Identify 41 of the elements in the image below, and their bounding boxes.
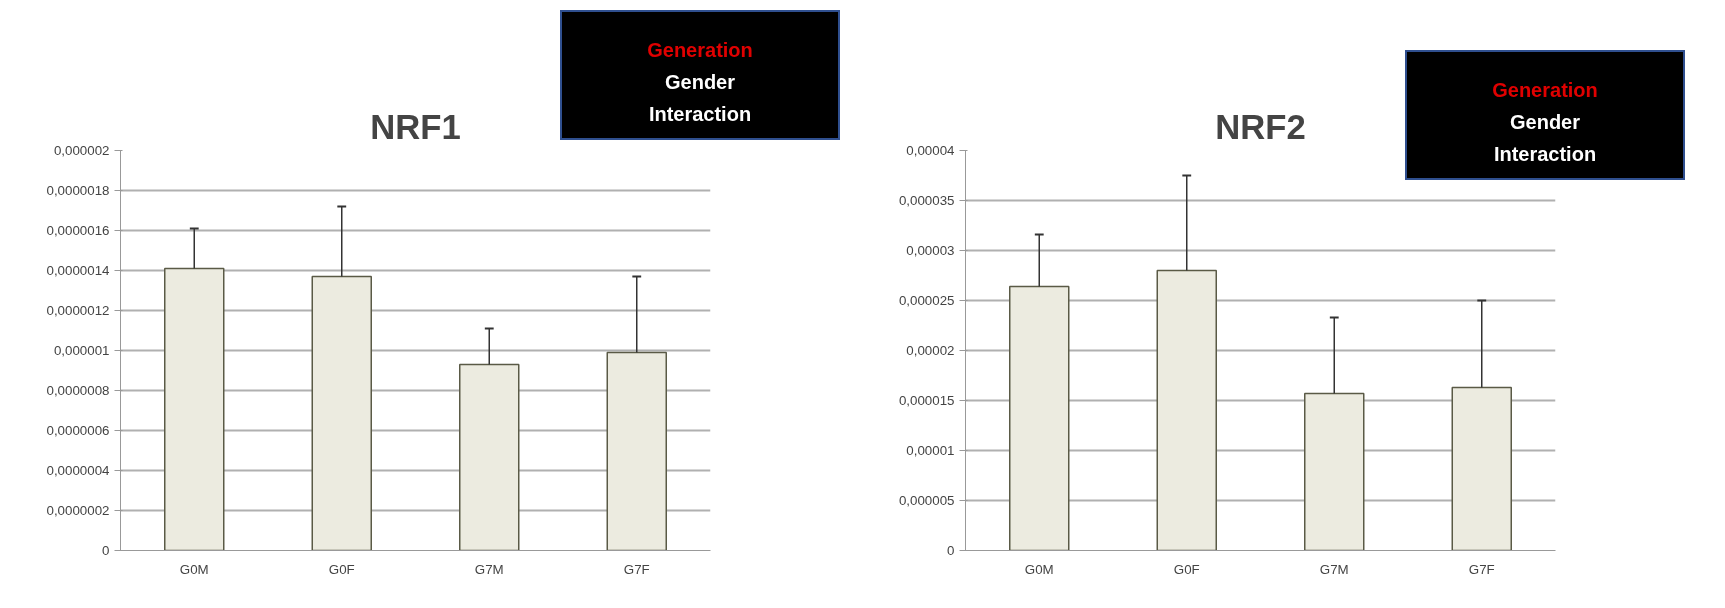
picture-text-box: Generation Gender Interaction <box>1405 50 1685 180</box>
y-tick-label: 0,00003 <box>906 243 955 258</box>
bar <box>1156 269 1217 551</box>
y-tick-label: 0,00002 <box>906 343 955 358</box>
bar <box>459 363 520 551</box>
chart-title: NRF1 <box>370 107 461 146</box>
y-tick-label: 0,00001 <box>906 443 955 458</box>
bar <box>311 275 372 551</box>
y-tick-label: 0,0000014 <box>46 263 111 278</box>
x-tick-label: G0M <box>179 561 209 577</box>
y-tick-label: 0 <box>102 543 110 558</box>
y-tick-label: 0,0000012 <box>46 303 110 318</box>
x-tick-label: G7M <box>1319 561 1349 577</box>
y-tick-label: 0,000005 <box>898 493 955 508</box>
y-tick-label: 0 <box>947 543 955 558</box>
y-tick-label: 0,0000018 <box>46 183 110 198</box>
chart-title: NRF2 <box>1215 107 1306 146</box>
y-tick-label: 0,0000016 <box>46 223 110 238</box>
y-tick-label: 0,000015 <box>898 393 955 408</box>
bar <box>1451 386 1512 551</box>
bar <box>1009 285 1070 551</box>
x-tick-label: G7F <box>623 561 650 577</box>
picture-text-box: Generation Gender Interaction <box>560 10 840 140</box>
x-tick-label: G0F <box>328 561 355 577</box>
y-tick-label: 0,000002 <box>53 143 110 158</box>
y-tick-label: 0,0000008 <box>46 383 110 398</box>
bar <box>1304 392 1365 551</box>
y-tick-label: 0,000035 <box>898 193 955 208</box>
annotation: Interaction <box>1492 142 1598 167</box>
y-tick-label: 0,0000004 <box>46 463 111 478</box>
y-tick-label: 0,000001 <box>53 343 110 358</box>
y-tick-label: 0,00004 <box>906 143 956 158</box>
x-tick-label: G7F <box>1468 561 1495 577</box>
y-tick-label: 0,0000006 <box>46 423 110 438</box>
y-tick-label: 0,000025 <box>898 293 955 308</box>
x-tick-label: G0F <box>1173 561 1200 577</box>
bar <box>164 267 225 551</box>
bar <box>606 351 667 551</box>
y-tick-label: 0,0000002 <box>46 503 110 518</box>
x-tick-label: G0M <box>1024 561 1054 577</box>
x-tick-label: G7M <box>474 561 504 577</box>
